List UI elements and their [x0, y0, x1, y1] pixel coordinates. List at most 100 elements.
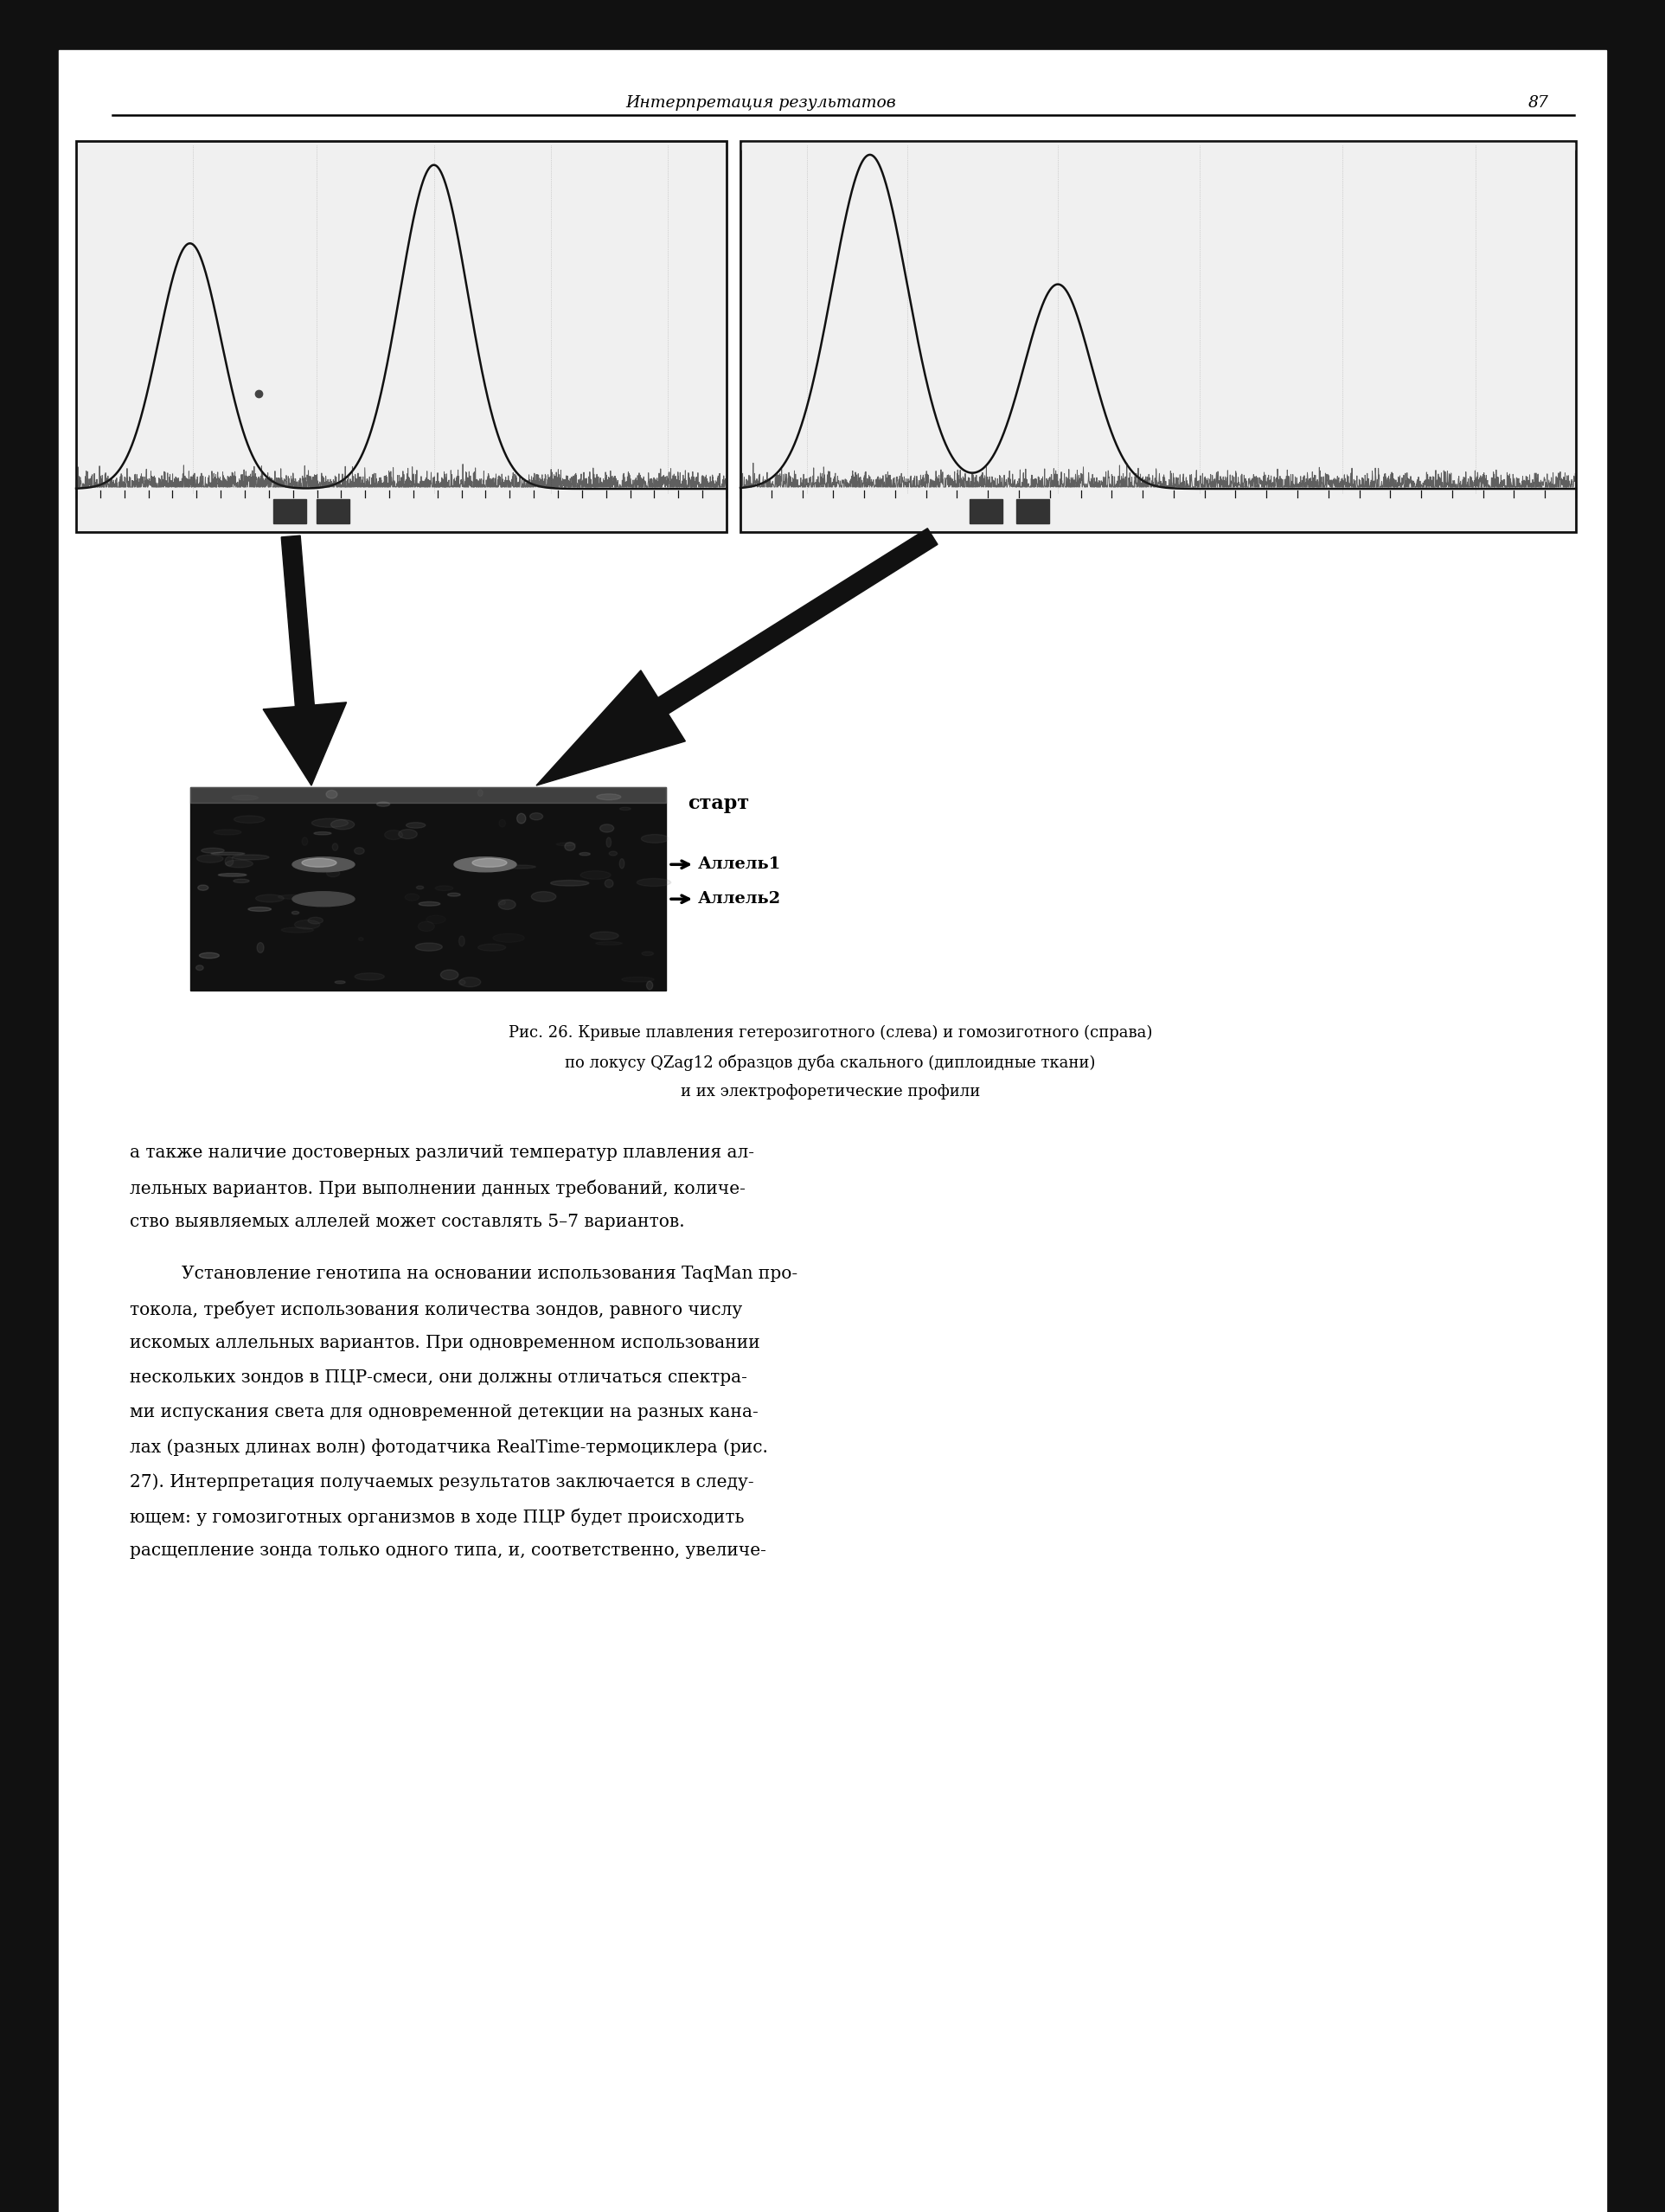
- Ellipse shape: [604, 880, 613, 887]
- Bar: [77, 142, 726, 533]
- Bar: [1607, 0, 1665, 2212]
- Text: ющем: у гомозиготных организмов в ходе ПЦР будет происходить: ющем: у гомозиготных организмов в ходе П…: [130, 1509, 744, 1526]
- Text: Рис. 26. Кривые плавления гетерозиготного (слева) и гомозиготного (справа): Рис. 26. Кривые плавления гетерозиготног…: [508, 1024, 1152, 1042]
- Ellipse shape: [198, 885, 208, 891]
- Text: старт: старт: [688, 794, 749, 814]
- Ellipse shape: [579, 852, 589, 856]
- Polygon shape: [263, 535, 346, 785]
- Text: а также наличие достоверных различий температур плавления ал-: а также наличие достоверных различий тем…: [130, 1144, 754, 1161]
- Ellipse shape: [293, 891, 355, 907]
- Ellipse shape: [619, 807, 631, 810]
- Text: лельных вариантов. При выполнении данных требований, количе-: лельных вариантов. При выполнении данных…: [130, 1179, 746, 1197]
- Ellipse shape: [418, 902, 440, 907]
- Ellipse shape: [301, 838, 308, 845]
- Ellipse shape: [529, 812, 543, 821]
- Ellipse shape: [458, 980, 466, 984]
- Ellipse shape: [211, 852, 245, 856]
- Polygon shape: [536, 529, 937, 785]
- Ellipse shape: [398, 830, 418, 838]
- Ellipse shape: [218, 874, 246, 876]
- Ellipse shape: [278, 894, 306, 898]
- Text: Аллель2: Аллель2: [698, 891, 781, 907]
- Ellipse shape: [293, 856, 355, 872]
- Ellipse shape: [385, 830, 403, 841]
- Ellipse shape: [498, 900, 516, 909]
- Ellipse shape: [196, 854, 223, 863]
- Ellipse shape: [460, 978, 481, 987]
- Bar: [0, 0, 1665, 51]
- Bar: [741, 142, 1575, 533]
- Ellipse shape: [315, 832, 331, 834]
- Ellipse shape: [599, 825, 614, 832]
- Text: расщепление зонда только одного типа, и, соответственно, увеличе-: расщепление зонда только одного типа, и,…: [130, 1542, 766, 1559]
- Ellipse shape: [331, 821, 355, 830]
- Ellipse shape: [248, 907, 271, 911]
- Ellipse shape: [609, 852, 618, 856]
- Text: и их электрофоретические профили: и их электрофоретические профили: [681, 1084, 981, 1099]
- Ellipse shape: [231, 794, 258, 801]
- Text: Аллель1: Аллель1: [698, 856, 781, 872]
- Ellipse shape: [308, 918, 323, 925]
- Ellipse shape: [551, 880, 589, 887]
- Bar: [190, 787, 666, 991]
- Ellipse shape: [473, 858, 506, 867]
- Ellipse shape: [335, 980, 345, 984]
- Ellipse shape: [296, 894, 326, 902]
- Ellipse shape: [200, 953, 220, 958]
- Text: по локусу QZag12 образцов дуба скального (диплоидные ткани): по локусу QZag12 образцов дуба скального…: [564, 1055, 1096, 1071]
- Ellipse shape: [376, 803, 390, 807]
- Ellipse shape: [564, 843, 574, 852]
- Text: лах (разных длинах волн) фотодатчика RealTime-термоциклера (рис.: лах (разных длинах волн) фотодатчика Rea…: [130, 1438, 768, 1455]
- Ellipse shape: [213, 830, 241, 834]
- Text: ство выявляемых аллелей может составлять 5–7 вариантов.: ство выявляемых аллелей может составлять…: [130, 1214, 684, 1230]
- Ellipse shape: [619, 858, 624, 869]
- Ellipse shape: [641, 951, 653, 956]
- Ellipse shape: [406, 823, 426, 827]
- Ellipse shape: [201, 847, 225, 854]
- Bar: [190, 787, 666, 803]
- Ellipse shape: [460, 936, 465, 947]
- Ellipse shape: [231, 854, 270, 860]
- Ellipse shape: [493, 933, 524, 942]
- Ellipse shape: [596, 794, 621, 801]
- Text: Интерпретация результатов: Интерпретация результатов: [626, 95, 896, 111]
- Ellipse shape: [498, 900, 506, 905]
- Ellipse shape: [235, 816, 265, 823]
- Ellipse shape: [355, 973, 385, 980]
- Ellipse shape: [333, 843, 338, 852]
- Text: токола, требует использования количества зондов, равного числу: токола, требует использования количества…: [130, 1301, 743, 1318]
- Ellipse shape: [301, 858, 336, 867]
- Ellipse shape: [606, 838, 611, 847]
- Ellipse shape: [291, 911, 300, 914]
- Ellipse shape: [455, 856, 516, 872]
- Bar: [1016, 500, 1049, 524]
- Ellipse shape: [581, 872, 611, 880]
- Ellipse shape: [641, 834, 669, 843]
- Ellipse shape: [196, 964, 203, 971]
- Ellipse shape: [596, 942, 623, 945]
- Text: 87: 87: [1528, 95, 1548, 111]
- Ellipse shape: [281, 927, 313, 933]
- Bar: [273, 500, 306, 524]
- Ellipse shape: [225, 860, 253, 867]
- Ellipse shape: [233, 878, 250, 883]
- Ellipse shape: [478, 945, 506, 951]
- Ellipse shape: [448, 894, 460, 896]
- Ellipse shape: [256, 894, 283, 902]
- Ellipse shape: [636, 878, 671, 887]
- Ellipse shape: [435, 885, 453, 891]
- Ellipse shape: [225, 856, 233, 865]
- Ellipse shape: [589, 931, 619, 940]
- Ellipse shape: [516, 814, 526, 823]
- Text: 27). Интерпретация получаемых результатов заключается в следу-: 27). Интерпретация получаемых результато…: [130, 1473, 754, 1491]
- Ellipse shape: [621, 978, 654, 982]
- Ellipse shape: [355, 847, 365, 854]
- Bar: [316, 500, 350, 524]
- Ellipse shape: [478, 790, 483, 796]
- Text: нескольких зондов в ПЦР-смеси, они должны отличаться спектра-: нескольких зондов в ПЦР-смеси, они должн…: [130, 1369, 748, 1387]
- Text: Установление генотипа на основании использования TaqMan про-: Установление генотипа на основании испол…: [181, 1265, 798, 1283]
- Ellipse shape: [295, 920, 320, 929]
- Ellipse shape: [321, 858, 341, 867]
- Text: искомых аллельных вариантов. При одновременном использовании: искомых аллельных вариантов. При одновре…: [130, 1334, 759, 1352]
- Ellipse shape: [646, 982, 653, 989]
